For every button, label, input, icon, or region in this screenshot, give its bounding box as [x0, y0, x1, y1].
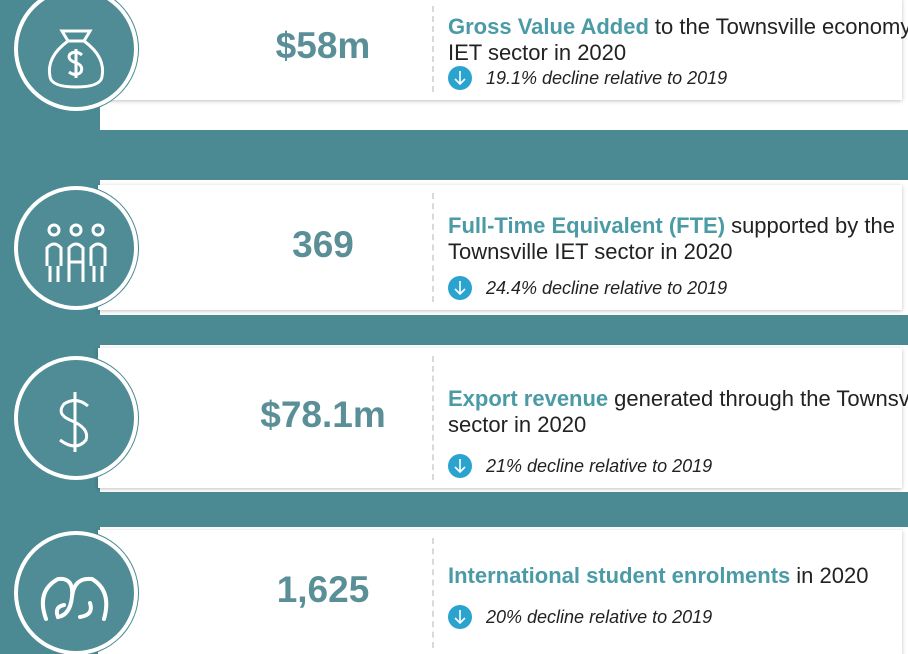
down-arrow: [448, 66, 472, 90]
band: [0, 315, 908, 345]
change-note: 19.1% decline relative to 2019: [448, 66, 727, 90]
headline-bold: Gross Value Added: [448, 14, 649, 39]
headline: Export revenue generated through the Town…: [448, 386, 908, 438]
change-text: 20% decline relative to 2019: [486, 606, 713, 627]
headline: International student enrolments in 2020: [448, 563, 908, 589]
change-text: 21% decline relative to 2019: [486, 455, 713, 476]
icon-circle: [14, 185, 138, 310]
stat-card: 1,625 International student enrolments in …: [98, 530, 902, 654]
headline-bold: Export revenue: [448, 386, 609, 411]
headline-bold: Full-Time Equivalent (FTE): [448, 213, 726, 238]
change-note: 21% decline relative to 2019: [448, 454, 712, 478]
stat-card: $58m Gross Value Added to the Townsville e…: [98, 0, 908, 100]
down-arrow: [448, 605, 472, 629]
stat-value: $78.1m: [260, 394, 386, 435]
change-note: 24.4% decline relative to 2019: [448, 276, 727, 300]
stat-card: $78.1m Export revenue generated through th…: [98, 348, 908, 488]
icon-circle: [14, 0, 138, 111]
down-arrow: [448, 454, 472, 478]
stat-card: 369 Full-Time Equivalent (FTE) supported b…: [98, 185, 902, 310]
change-text: 24.4% decline relative to 2019: [486, 277, 728, 298]
divider: [432, 193, 434, 302]
headline-text: supported by the Townsville IET sector i…: [448, 213, 895, 264]
band: [0, 130, 908, 180]
icon: [41, 576, 109, 621]
stat-value: 369: [292, 223, 354, 265]
icon-circle: [14, 356, 138, 480]
headline-text: in 2020: [796, 563, 869, 588]
headline-text: generated through the Townsville IET sec…: [448, 386, 908, 437]
stat-value: 1,625: [276, 569, 370, 610]
stat-value: $58m: [275, 25, 371, 66]
icon: [47, 29, 105, 89]
icon-circle: [14, 531, 138, 654]
band: [0, 492, 908, 527]
divider: [432, 6, 434, 92]
change-note: 20% decline relative to 2019: [448, 605, 712, 629]
down-arrow: [448, 276, 472, 300]
icon: [45, 223, 107, 282]
divider: [432, 538, 434, 648]
headline: Full-Time Equivalent (FTE) supported by t…: [448, 213, 908, 265]
headline-text: to the Townsville economy by the IET sec…: [448, 14, 908, 65]
change-text: 19.1% decline relative to 2019: [486, 67, 728, 88]
headline-bold: International student enrolments: [448, 563, 791, 588]
divider: [432, 356, 434, 480]
headline: Gross Value Added to the Townsville econo…: [448, 14, 908, 66]
icon: [59, 392, 89, 452]
